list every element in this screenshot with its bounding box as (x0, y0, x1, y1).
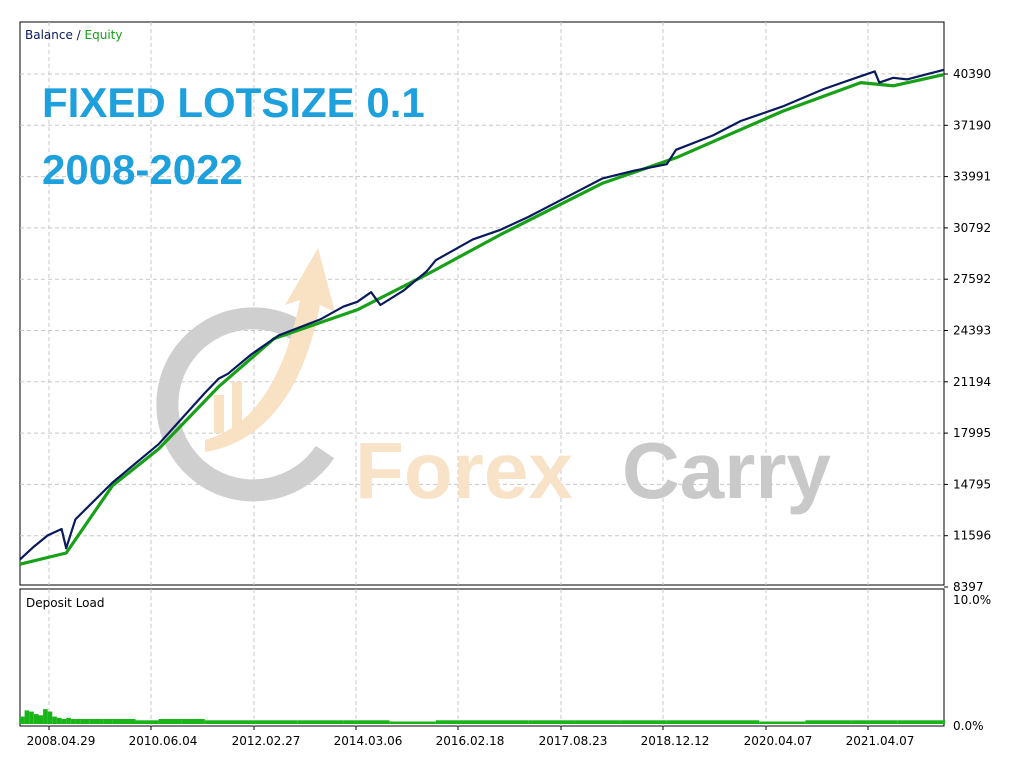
deposit-load-bar (389, 721, 436, 724)
y-axis-ticks: 40390 37190 33991 30792 27592 24393 21194 17995… (944, 67, 991, 594)
deposit-load-bar (80, 719, 90, 724)
legend-separator: / (73, 28, 85, 42)
x-tick-label: 2018.12.12 (641, 734, 710, 748)
legend-equity: Equity (85, 28, 123, 42)
x-tick-label: 2017.08.23 (539, 734, 608, 748)
deposit-load-bar (713, 720, 760, 724)
y-tick-label: 8397 (953, 580, 984, 594)
chart-grid (20, 22, 944, 726)
y-tick-label: 14795 (953, 477, 991, 491)
logo-bar-icon (232, 382, 242, 433)
y-tick-label: 21194 (953, 375, 991, 389)
watermark-word-forex: Forex (355, 426, 573, 515)
deposit-load-bar (70, 719, 76, 724)
deposit-load-bars (20, 709, 945, 724)
logo-circle-icon (156, 307, 335, 502)
y-tick-label: 37190 (953, 118, 991, 132)
x-tick-label: 2008.04.29 (27, 734, 96, 748)
logo-bar-icon (214, 395, 224, 433)
y-tick-label: 27592 (953, 272, 991, 286)
x-axis-ticks: 2008.04.29 2010.06.04 2012.02.27 2014.03.06… (27, 726, 915, 748)
x-tick-label: 2014.03.06 (334, 734, 403, 748)
x-tick-label: 2012.02.27 (232, 734, 301, 748)
balance-line (19, 68, 945, 561)
deposit-load-bar (52, 716, 57, 724)
deposit-load-bar (29, 711, 34, 724)
overlay-title-years: 2008-2022 (42, 146, 243, 193)
deposit-load-bar (75, 719, 80, 724)
deposit-load-bar (805, 720, 852, 724)
deposit-load-bar (135, 720, 159, 724)
deposit-load-bar (666, 720, 713, 724)
deposit-load-bar (43, 709, 48, 724)
overlay-title-lotsize: FIXED LOTSIZE 0.1 (42, 79, 425, 126)
legend-text: Balance / Equity (25, 28, 122, 42)
deposit-tick-label: 0.0% (953, 719, 984, 733)
deposit-load-bar (204, 720, 251, 724)
y-tick-label: 24393 (953, 324, 991, 338)
deposit-load-bar (89, 719, 104, 724)
deposit-load-bar (251, 720, 298, 724)
deposit-load-bar (103, 719, 113, 724)
deposit-load-bar (181, 719, 205, 724)
deposit-load-bar (343, 720, 390, 724)
deposit-load-bar (38, 715, 44, 724)
watermark-word-carry: Carry (622, 426, 832, 515)
deposit-load-bar (112, 719, 136, 724)
x-tick-label: 2021.04.07 (846, 734, 915, 748)
x-tick-label: 2016.02.18 (436, 734, 505, 748)
deposit-load-bar (851, 720, 898, 724)
deposit-axis-ticks: 10.0% 0.0% (953, 593, 991, 733)
deposit-panel-frame (19, 588, 945, 727)
deposit-load-bar (620, 720, 667, 724)
y-tick-label: 17995 (953, 426, 991, 440)
deposit-tick-label: 10.0% (953, 593, 991, 607)
main-panel-frame (19, 21, 945, 586)
deposit-load-bar (66, 717, 71, 724)
deposit-load-bar (435, 720, 482, 724)
deposit-load-bar (24, 710, 30, 724)
deposit-load-bar (574, 720, 621, 724)
deposit-load-bar (158, 719, 182, 724)
deposit-load-bar (57, 717, 62, 724)
series-layer (19, 68, 945, 566)
y-tick-label: 33991 (953, 170, 991, 184)
logo-arrow-icon (205, 248, 335, 452)
deposit-load-bar (33, 714, 39, 724)
y-tick-label: 11596 (953, 529, 991, 543)
deposit-load-bar (47, 711, 53, 724)
equity-line (19, 73, 945, 566)
deposit-load-bar (482, 720, 529, 724)
deposit-load-bar (897, 720, 944, 724)
deposit-load-bar (944, 720, 945, 724)
y-tick-label: 40390 (953, 67, 991, 81)
legend-balance: Balance (25, 28, 73, 42)
forexcarry-watermark: Forex Carry (156, 248, 832, 515)
x-tick-label: 2010.06.04 (129, 734, 198, 748)
deposit-load-bar (20, 716, 25, 724)
deposit-load-title: Deposit Load (26, 596, 104, 610)
deposit-load-bar (528, 720, 575, 724)
deposit-load-bar (297, 720, 344, 724)
x-tick-label: 2020.04.07 (744, 734, 813, 748)
deposit-load-bar (61, 719, 67, 724)
y-tick-label: 30792 (953, 221, 991, 235)
deposit-load-bar (759, 721, 806, 724)
